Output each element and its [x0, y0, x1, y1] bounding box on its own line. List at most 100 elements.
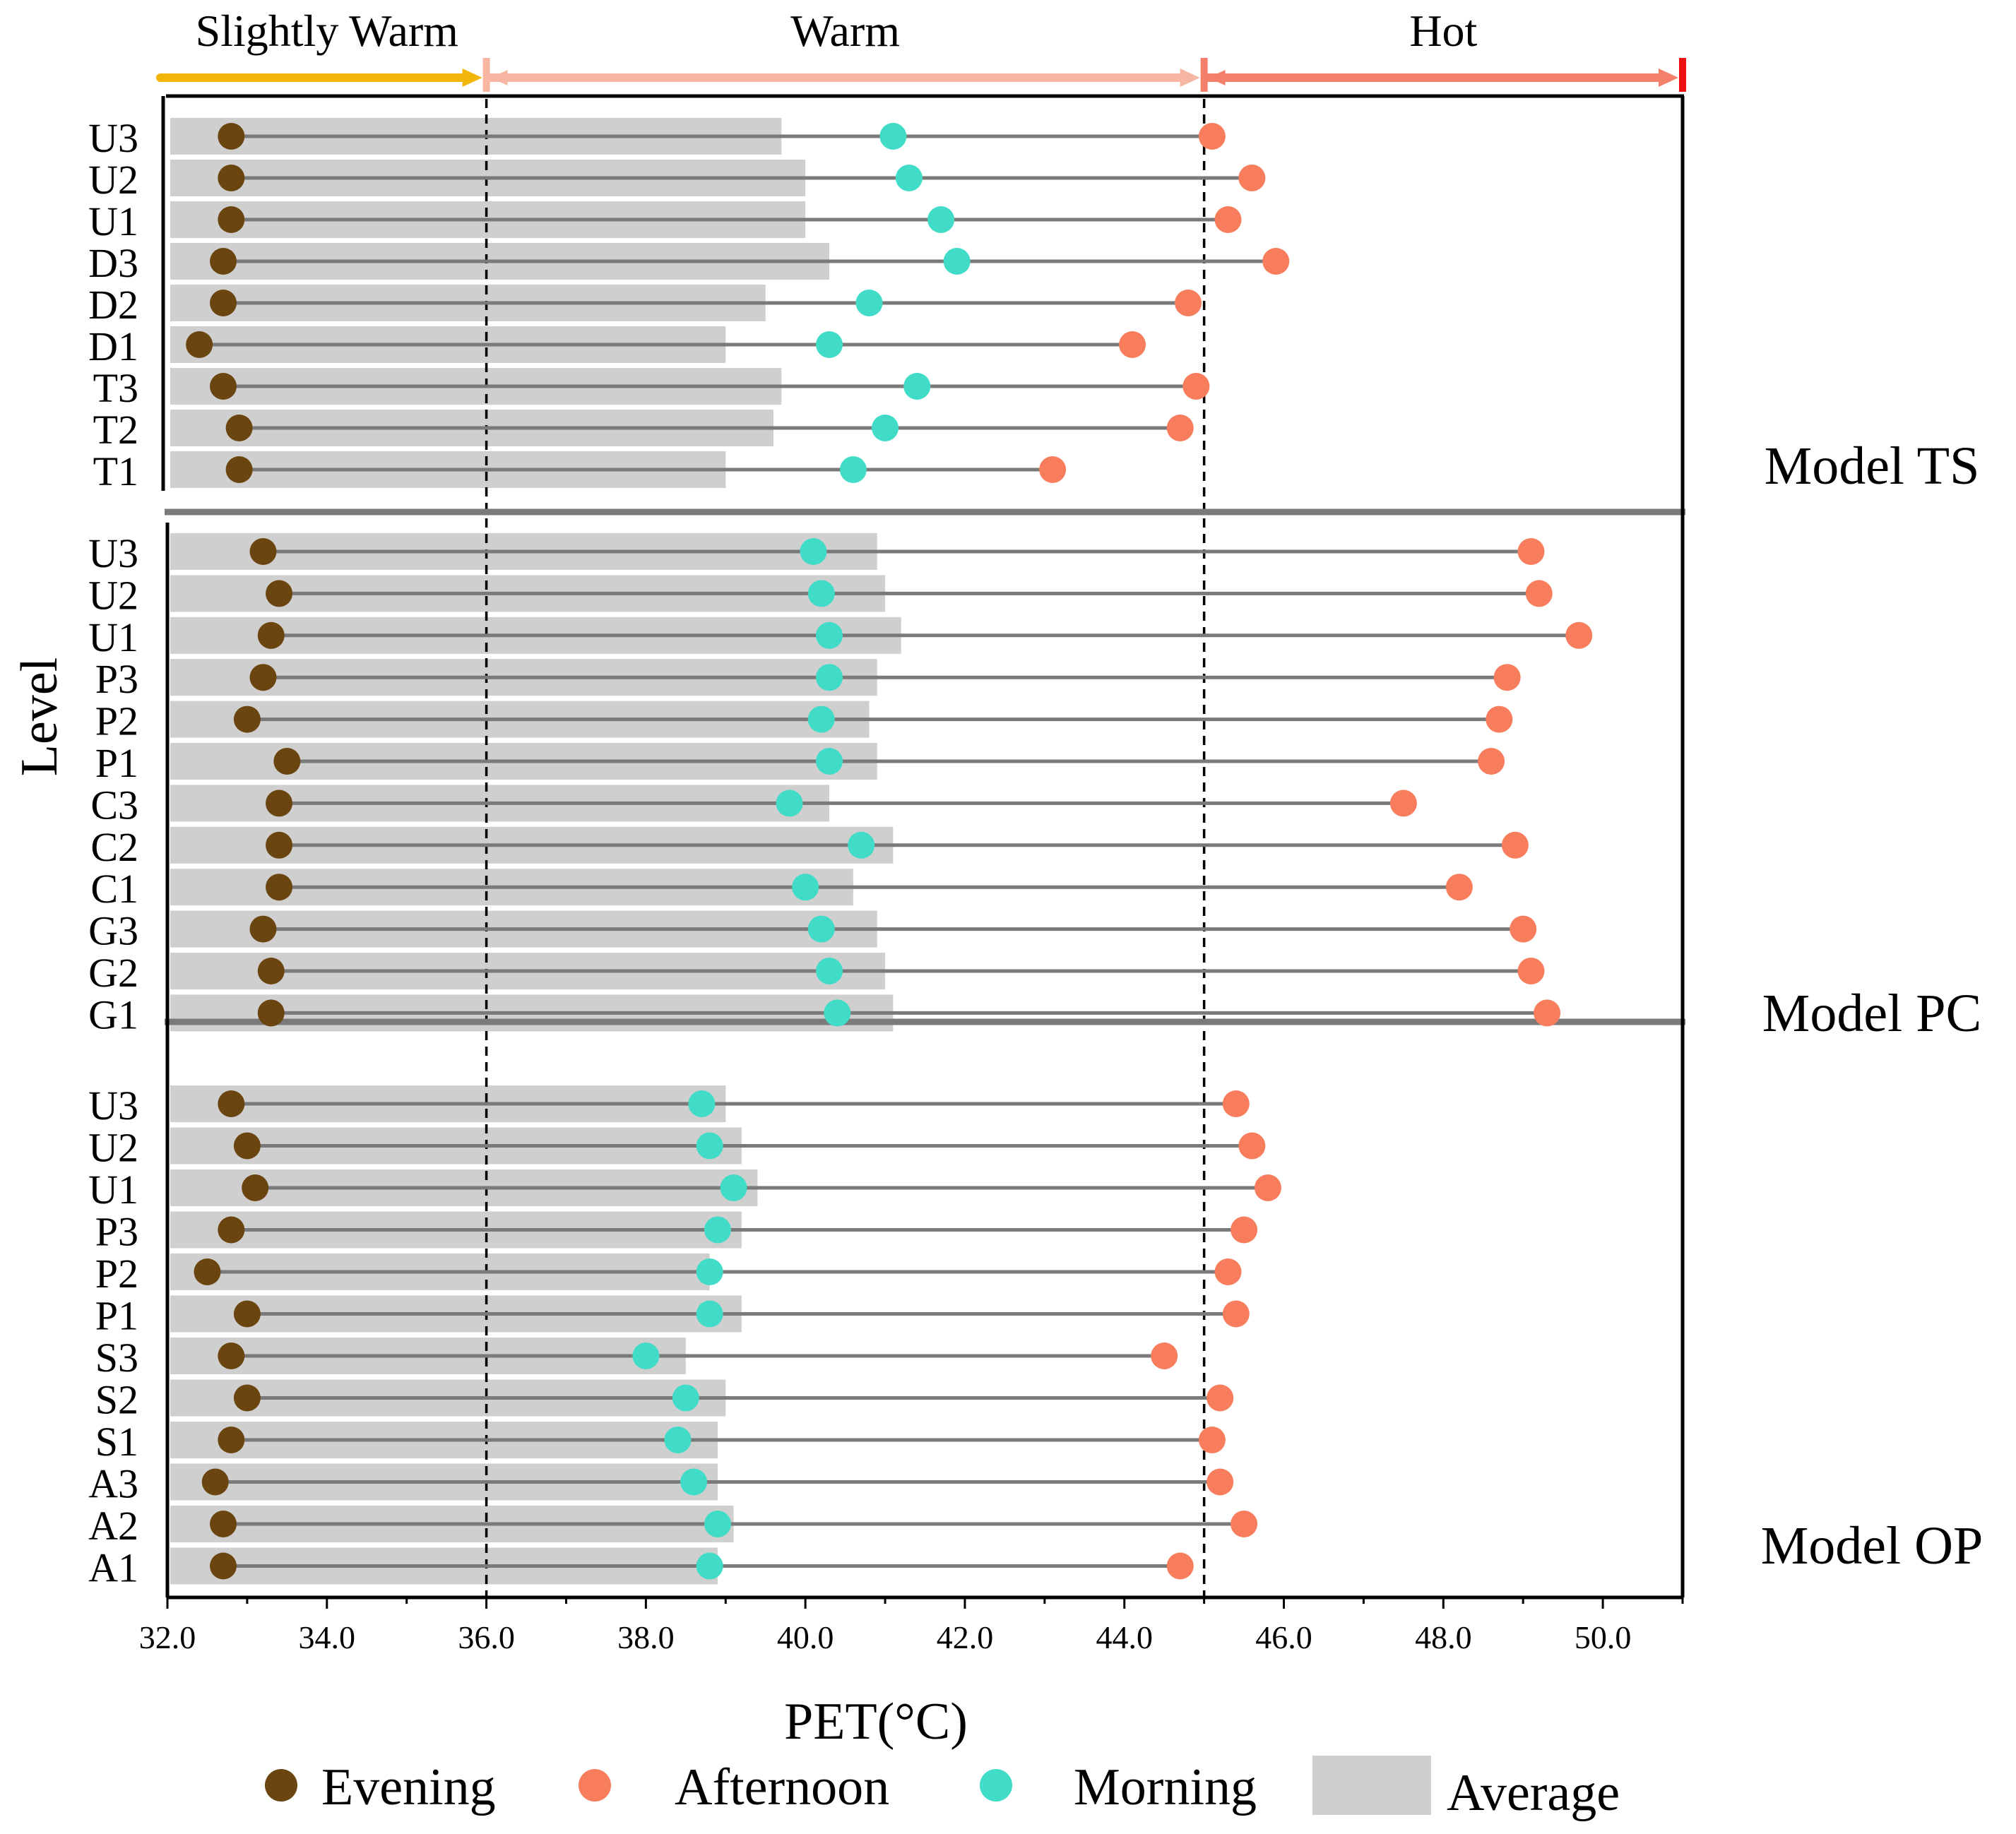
x-tick-label: 38.0	[617, 1619, 675, 1655]
x-tick-label: 40.0	[777, 1619, 834, 1655]
morning-point	[704, 1216, 731, 1244]
level-label: A2	[88, 1503, 138, 1549]
morning-point	[872, 415, 899, 441]
evening-point	[266, 874, 293, 901]
x-tick-label: 50.0	[1575, 1619, 1632, 1655]
afternoon-point	[1166, 415, 1194, 441]
data-points	[186, 123, 1593, 1580]
afternoon-point	[1517, 538, 1545, 565]
afternoon-point	[1478, 748, 1505, 775]
morning-point	[664, 1427, 692, 1453]
x-tick-label: 48.0	[1415, 1619, 1472, 1655]
evening-point	[233, 1384, 261, 1412]
legend-evening-label: Evening	[321, 1758, 496, 1816]
afternoon-point	[1517, 958, 1545, 984]
afternoon-point	[1238, 165, 1266, 191]
level-label: U1	[88, 198, 138, 244]
legend-afternoon-marker	[579, 1769, 611, 1802]
morning-point	[816, 748, 843, 775]
afternoon-point	[1486, 705, 1513, 733]
row-labels: U3U2U1D3D2D1T3T2T1U3U2U1P3P2P1C3C2C1G3G2…	[88, 115, 138, 1591]
evening-point	[233, 705, 261, 733]
level-label: D3	[88, 240, 138, 286]
level-label: D1	[88, 323, 138, 369]
level-label: P1	[95, 740, 138, 786]
morning-point	[943, 248, 971, 275]
x-tick-label: 42.0	[937, 1619, 994, 1655]
level-label: U1	[88, 614, 138, 660]
evening-point	[249, 664, 277, 691]
morning-point	[839, 456, 867, 483]
level-label: P2	[95, 1251, 138, 1297]
evening-point	[273, 748, 301, 775]
evening-point	[225, 456, 253, 483]
morning-point	[807, 580, 835, 607]
level-label: S3	[95, 1335, 138, 1381]
evening-point	[194, 1258, 221, 1285]
level-label: P3	[95, 1209, 138, 1255]
level-label: S2	[95, 1377, 138, 1423]
evening-point	[218, 1427, 245, 1453]
afternoon-point	[1151, 1342, 1178, 1369]
evening-point	[210, 290, 237, 316]
level-label: G3	[88, 908, 138, 954]
level-label: P3	[95, 656, 138, 702]
x-tick-label: 32.0	[139, 1619, 196, 1655]
y-axis-label: Level	[11, 657, 69, 776]
evening-point	[225, 415, 253, 441]
zone-arrowhead	[1659, 69, 1678, 87]
zone-arrowhead	[490, 70, 508, 85]
model-label: Model PC	[1762, 984, 1981, 1043]
afternoon-point	[1198, 1427, 1226, 1453]
morning-point	[895, 165, 923, 191]
morning-point	[720, 1174, 747, 1201]
x-tick-label: 34.0	[299, 1619, 356, 1655]
evening-point	[210, 1511, 237, 1537]
level-label: U2	[88, 572, 138, 618]
morning-point	[696, 1552, 723, 1580]
evening-point	[257, 999, 285, 1027]
model-label: Model TS	[1765, 436, 1980, 496]
morning-point	[879, 123, 907, 150]
level-label: T1	[93, 448, 138, 494]
evening-point	[257, 621, 285, 649]
level-label: C1	[90, 866, 138, 912]
evening-point	[233, 1132, 261, 1160]
afternoon-point	[1222, 1090, 1250, 1117]
evening-point	[218, 1090, 245, 1117]
afternoon-point	[1254, 1174, 1281, 1201]
level-label: U1	[88, 1167, 138, 1213]
axes: 32.0 34.0 36.0 38.0 40.0 42.0 44.0 46.0 48.0 50.0	[139, 1595, 1684, 1655]
morning-point	[807, 915, 835, 943]
legend: Evening Afternoon Morning Average	[265, 1756, 1620, 1822]
afternoon-point	[1525, 580, 1553, 607]
morning-point	[696, 1300, 723, 1328]
model-labels: Model TS Model PC Model OP	[1761, 436, 1984, 1576]
level-label: U3	[88, 1083, 138, 1129]
afternoon-point	[1493, 664, 1521, 691]
evening-point	[266, 831, 293, 859]
evening-point	[218, 123, 245, 150]
morning-point	[680, 1468, 708, 1496]
x-axis-label: PET(°C)	[784, 1693, 968, 1751]
evening-point	[249, 538, 277, 565]
afternoon-point	[1206, 1468, 1234, 1496]
morning-point	[688, 1090, 716, 1117]
level-label: S1	[95, 1419, 138, 1465]
level-label: U2	[88, 157, 138, 203]
morning-point	[807, 705, 835, 733]
level-label: T2	[93, 407, 138, 453]
morning-point	[792, 874, 819, 901]
morning-point	[632, 1342, 660, 1369]
morning-point	[927, 206, 955, 233]
evening-point	[249, 915, 277, 943]
afternoon-point	[1222, 1300, 1250, 1328]
level-label: G2	[88, 950, 138, 996]
level-label: P2	[95, 698, 138, 744]
zone-arrowhead	[1208, 70, 1226, 85]
afternoon-point	[1445, 874, 1473, 901]
evening-point	[266, 790, 293, 817]
zone-arrowhead	[1180, 69, 1200, 87]
morning-point	[848, 831, 875, 859]
panel-separators	[165, 508, 1685, 1025]
